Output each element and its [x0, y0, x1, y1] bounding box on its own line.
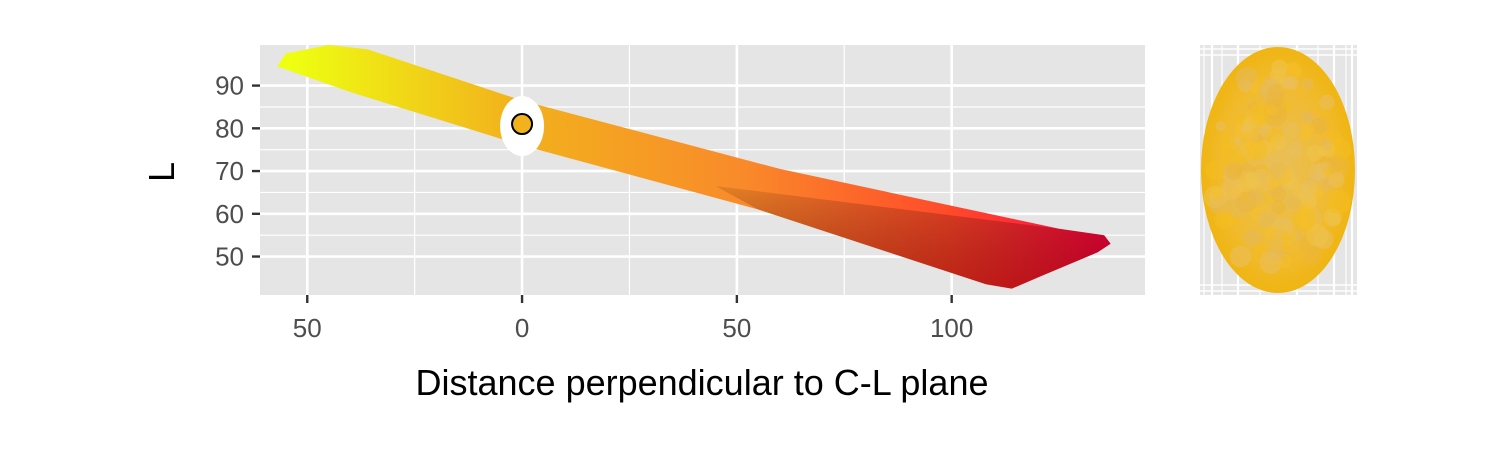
side-dot — [1287, 141, 1304, 158]
side-dot — [1282, 76, 1295, 90]
x-tick-label: 50 — [722, 313, 751, 343]
side-dot — [1264, 225, 1279, 240]
side-dot — [1271, 186, 1287, 202]
side-dot — [1327, 190, 1351, 214]
highlight-point — [511, 113, 534, 136]
side-dot — [1225, 162, 1243, 181]
side-dot — [1229, 245, 1252, 268]
side-dot — [1212, 188, 1225, 201]
y-tick-label: 60 — [215, 199, 244, 229]
side-dot — [1283, 61, 1302, 80]
side-dot — [1235, 67, 1258, 90]
x-tick-label: 100 — [930, 313, 973, 343]
side-dot — [1301, 110, 1313, 123]
side-dot — [1327, 212, 1341, 226]
side-dot — [1214, 211, 1233, 230]
gamut-band-shade — [715, 186, 1111, 289]
side-dot — [1209, 194, 1230, 215]
side-dot — [1306, 145, 1323, 162]
side-panel-dots — [1203, 59, 1352, 274]
side-dot — [1328, 156, 1350, 178]
y-tick-label: 80 — [215, 113, 244, 143]
side-dot — [1268, 245, 1285, 262]
side-dot — [1279, 230, 1291, 241]
side-dot — [1313, 116, 1329, 133]
x-axis: 50 0 50 100 — [293, 295, 973, 343]
side-dot — [1286, 194, 1301, 210]
y-axis: 50 60 70 80 90 — [215, 71, 260, 272]
side-dot — [1249, 83, 1260, 94]
side-dot — [1328, 171, 1345, 188]
x-axis-title: Distance perpendicular to C-L plane — [416, 362, 989, 403]
side-dot — [1284, 123, 1299, 138]
x-tick-label: 0 — [515, 313, 529, 343]
y-tick-label: 50 — [215, 242, 244, 272]
side-dot — [1215, 121, 1226, 132]
y-axis-title: L — [141, 162, 182, 182]
side-dot — [1301, 180, 1318, 198]
side-dot — [1320, 138, 1333, 150]
x-tick-label: 50 — [293, 313, 322, 343]
side-dot — [1271, 134, 1287, 151]
side-dot — [1235, 190, 1258, 212]
side-dot — [1266, 105, 1278, 116]
side-dot — [1303, 246, 1322, 266]
side-dot — [1254, 75, 1266, 87]
side-dot — [1306, 224, 1329, 247]
y-tick-label: 90 — [215, 71, 244, 101]
side-dot — [1249, 103, 1270, 124]
side-dot — [1319, 94, 1335, 110]
side-dot — [1219, 142, 1243, 166]
side-dot — [1301, 122, 1315, 137]
side-dot — [1267, 83, 1285, 102]
side-dot — [1301, 204, 1313, 216]
side-dot — [1241, 140, 1260, 159]
side-dot — [1253, 242, 1265, 254]
side-dot — [1269, 162, 1287, 179]
y-tick-label: 70 — [215, 156, 244, 186]
side-dot — [1301, 78, 1314, 91]
side-dot — [1271, 200, 1286, 215]
side-dot — [1271, 59, 1288, 76]
side-dot — [1257, 210, 1275, 228]
side-dot — [1292, 209, 1316, 233]
side-dot — [1205, 161, 1225, 181]
